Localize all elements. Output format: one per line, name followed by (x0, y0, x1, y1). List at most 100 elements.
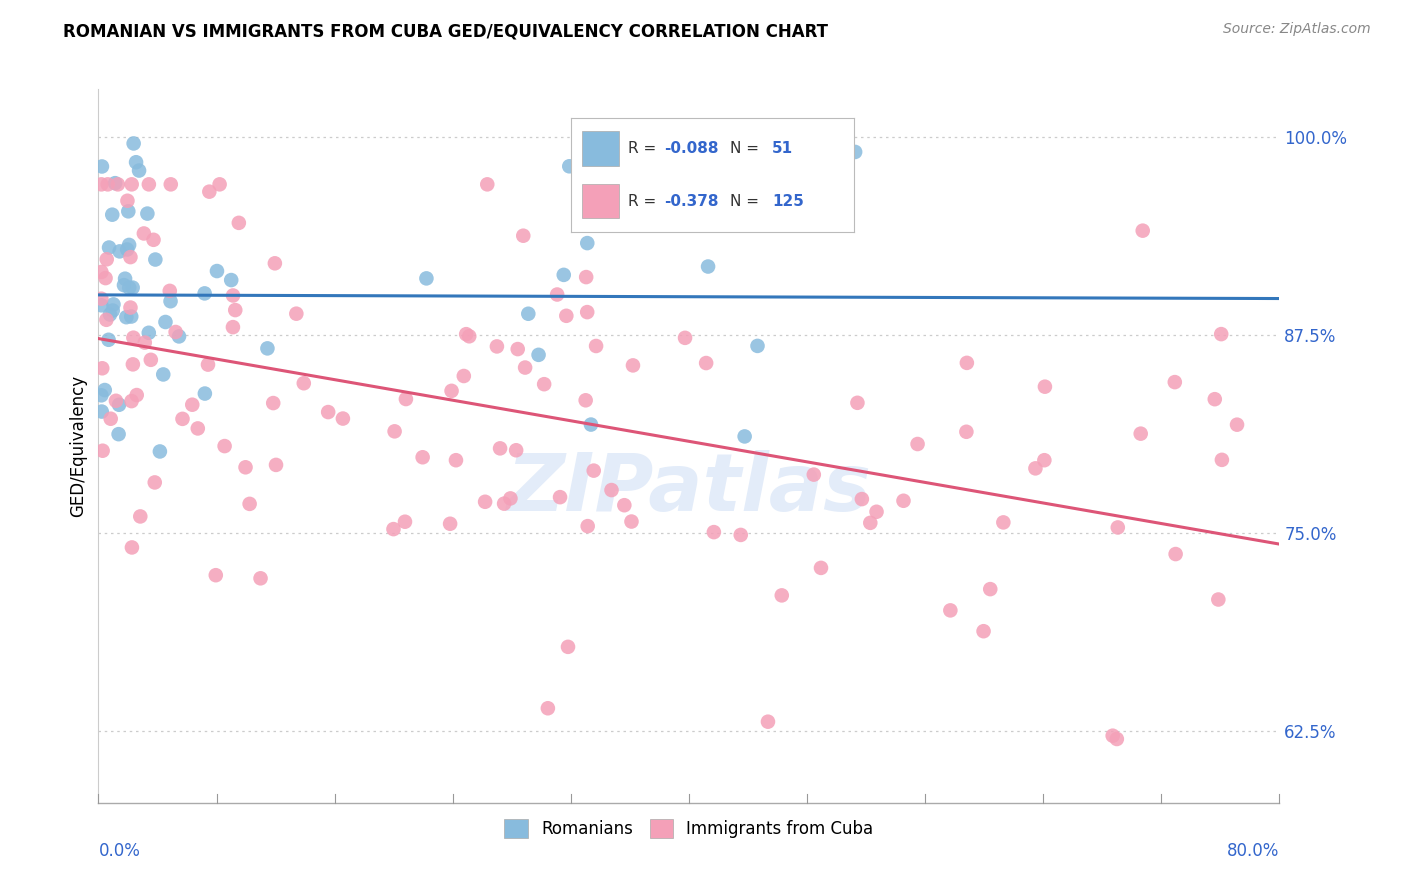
Point (292, 376, 315, 391)
Point (97, 333, 120, 347)
Point (844, 145, 866, 159)
Point (1107, 520, 1129, 534)
Point (204, 568, 226, 582)
Point (499, 491, 522, 506)
Point (695, 356, 717, 370)
Point (159, 294, 181, 309)
Point (575, 270, 598, 285)
Point (620, 515, 643, 529)
Point (505, 443, 527, 458)
Point (121, 280, 143, 294)
Point (138, 326, 160, 340)
Point (1204, 392, 1226, 407)
Point (98, 308, 121, 322)
Point (1033, 380, 1056, 394)
Point (90, 404, 112, 418)
Point (117, 204, 139, 219)
Point (489, 442, 512, 456)
Point (108, 398, 131, 412)
Point (239, 497, 262, 511)
Point (477, 178, 499, 192)
Point (172, 412, 194, 426)
Point (90, 265, 112, 279)
Point (1164, 547, 1187, 561)
Point (149, 444, 172, 458)
Point (136, 206, 159, 220)
Point (197, 358, 219, 372)
Point (198, 185, 221, 199)
Point (120, 301, 142, 315)
Point (512, 228, 534, 243)
Point (1208, 592, 1230, 607)
Point (219, 273, 242, 287)
Point (91, 443, 114, 458)
Text: ZIPatlas: ZIPatlas (506, 450, 872, 528)
Point (1024, 461, 1046, 475)
Point (143, 475, 166, 490)
Point (132, 227, 155, 241)
Point (316, 405, 339, 419)
Point (118, 238, 141, 252)
Point (458, 329, 481, 343)
Point (104, 176, 127, 190)
Point (453, 369, 475, 384)
Point (697, 260, 720, 274)
Point (621, 359, 644, 373)
Point (100, 411, 122, 425)
Point (103, 297, 125, 311)
Point (1211, 453, 1233, 467)
Text: Source: ZipAtlas.com: Source: ZipAtlas.com (1223, 22, 1371, 37)
Point (412, 450, 434, 465)
Point (139, 352, 162, 367)
Point (527, 348, 550, 362)
Point (101, 303, 124, 318)
Point (118, 281, 141, 295)
Point (859, 516, 882, 530)
Point (263, 256, 285, 270)
Point (1226, 417, 1249, 432)
Point (1132, 224, 1154, 238)
Point (256, 342, 278, 356)
Point (907, 437, 929, 451)
Point (228, 216, 250, 230)
Point (1211, 327, 1233, 342)
Point (107, 178, 129, 192)
Point (973, 624, 995, 639)
Point (285, 307, 308, 321)
Point (575, 393, 598, 408)
Point (107, 427, 129, 442)
Point (979, 582, 1001, 596)
Point (90, 298, 112, 312)
Text: ROMANIAN VS IMMIGRANTS FROM CUBA GED/EQUIVALENCY CORRELATION CHART: ROMANIAN VS IMMIGRANTS FROM CUBA GED/EQU… (63, 22, 828, 40)
Point (194, 386, 217, 401)
Point (557, 640, 579, 654)
Point (555, 309, 578, 323)
Point (558, 159, 581, 173)
Point (1101, 729, 1123, 743)
Point (579, 417, 602, 432)
Point (456, 327, 478, 342)
Point (993, 516, 1015, 530)
Point (770, 588, 793, 602)
Point (117, 194, 139, 208)
Point (394, 515, 416, 529)
Point (262, 396, 284, 410)
Point (494, 497, 516, 511)
Point (517, 307, 540, 321)
Point (120, 250, 142, 264)
Point (214, 439, 236, 453)
Point (90, 388, 112, 402)
Y-axis label: GED/Equivalency: GED/Equivalency (69, 375, 87, 517)
Point (152, 368, 174, 382)
Point (91, 361, 114, 376)
Point (756, 714, 779, 729)
Point (956, 356, 979, 370)
Point (122, 331, 145, 345)
Point (249, 571, 271, 585)
Point (1033, 453, 1056, 467)
Point (893, 493, 915, 508)
Point (576, 519, 599, 533)
Point (851, 492, 873, 507)
Point (395, 392, 418, 406)
Point (585, 339, 607, 353)
